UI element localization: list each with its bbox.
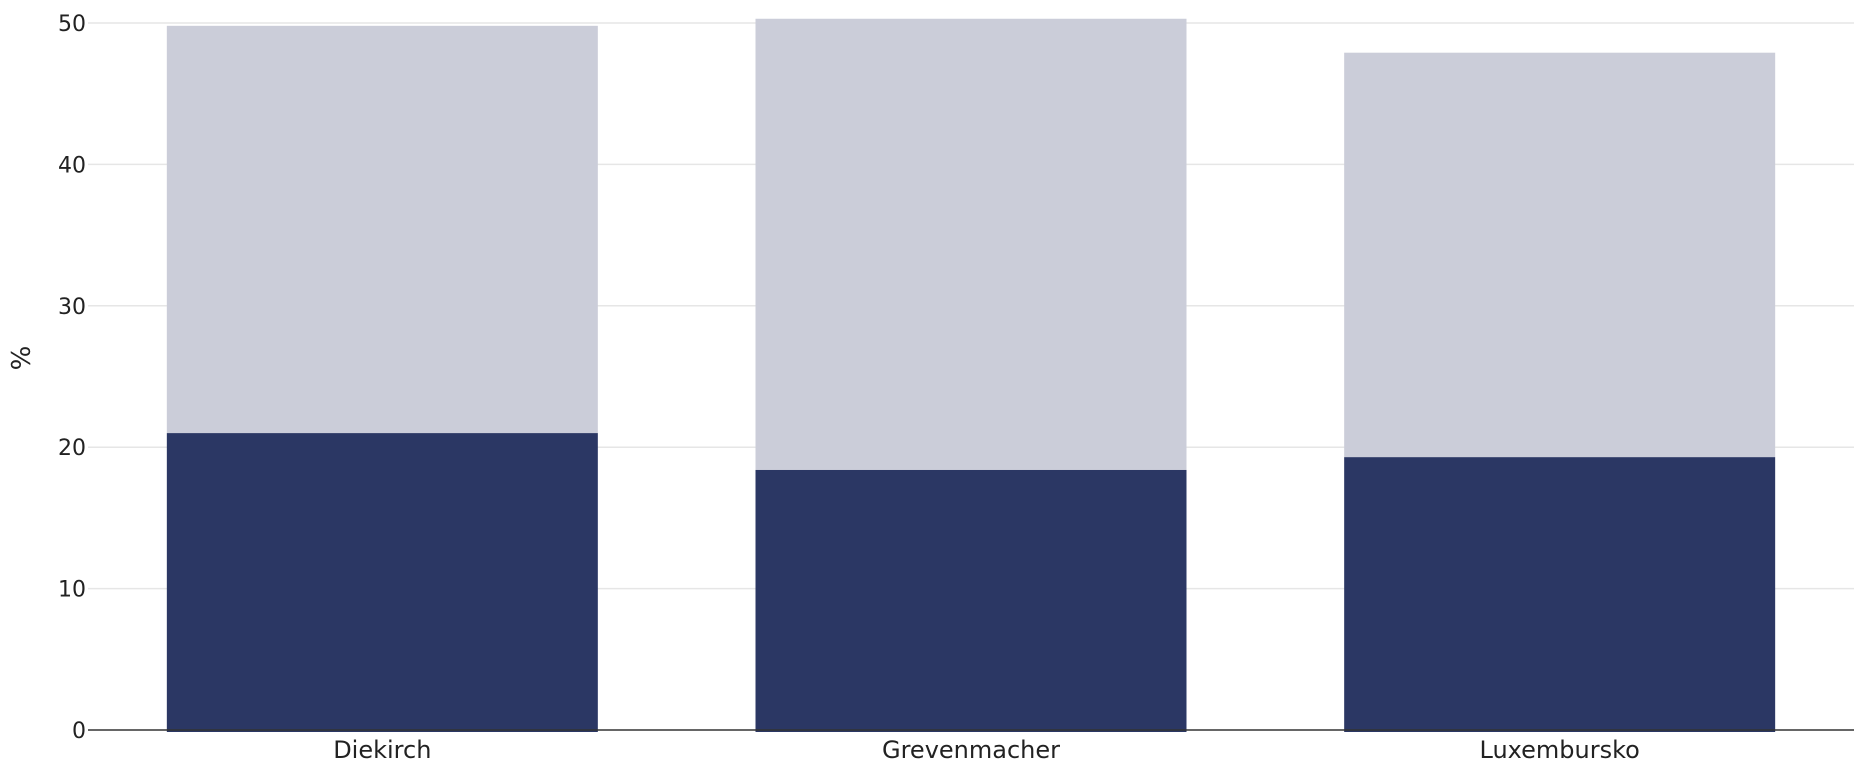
x-tick-label: Grevenmacher xyxy=(882,736,1060,762)
bar-segment xyxy=(1344,52,1776,458)
x-tick-label: Luxembursko xyxy=(1480,736,1640,762)
bar-segment xyxy=(755,18,1187,470)
bar-segment xyxy=(1344,457,1776,732)
y-tick-label: 40 xyxy=(58,153,86,178)
y-axis-title: % xyxy=(7,346,37,371)
y-tick-label: 10 xyxy=(58,578,86,603)
x-axis-labels: Diekirch Grevenmacher Luxembursko xyxy=(333,736,1640,762)
y-tick-label: 0 xyxy=(72,719,86,744)
bar-segment xyxy=(166,433,598,732)
bar-segment xyxy=(755,469,1187,732)
y-tick-label: 30 xyxy=(58,295,86,320)
y-tick-label: 50 xyxy=(58,12,86,37)
y-tick-label: 20 xyxy=(58,436,86,461)
y-axis-ticks: 0 10 20 30 40 50 xyxy=(58,12,86,744)
bars xyxy=(166,18,1776,732)
x-tick-label: Diekirch xyxy=(333,736,431,762)
bar-segment xyxy=(166,25,598,434)
